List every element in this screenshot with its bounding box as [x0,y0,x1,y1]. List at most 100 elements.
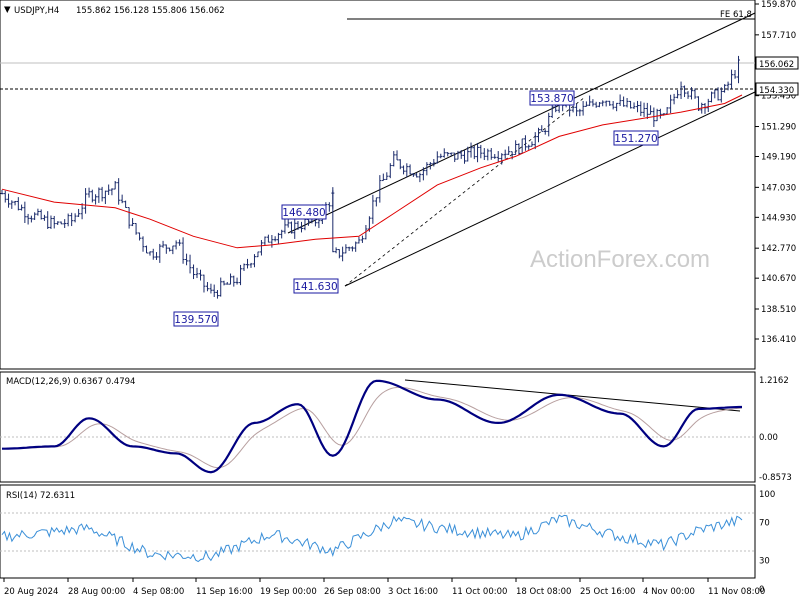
candle-105 [350,246,354,252]
candle-145 [486,148,490,161]
candle-206 [693,88,697,99]
candle-154 [517,143,521,156]
candle-205 [690,87,694,100]
price-tick-label: 151.290 [761,123,796,133]
candle-190 [639,101,643,117]
candle-153 [514,140,518,156]
candle-143 [479,144,483,159]
time-tick-label: 19 Sep 00:00 [260,587,317,597]
candle-39 [131,218,135,227]
candle-120 [402,165,406,175]
candle-187 [629,100,633,109]
candle-193 [649,105,653,115]
candle-26 [87,187,91,198]
candle-203 [683,85,687,98]
candle-36 [120,194,124,204]
candle-186 [625,97,629,108]
candle-181 [608,100,612,106]
candle-218 [733,70,737,79]
macd-trendline [404,379,741,412]
candle-40 [134,223,138,235]
candle-48 [161,240,165,248]
svg-text:141.630: 141.630 [294,281,337,293]
annotation-151270: 151.270 [613,130,659,146]
candle-91 [306,218,310,226]
rsi-tick-label: 0 [759,585,764,595]
candle-107 [357,236,361,244]
rsi-line [1,514,743,563]
candle-114 [381,173,385,182]
channel-lower-line [344,91,756,287]
candle-2 [7,193,11,208]
level-price-tag: 154.330 [755,82,799,96]
candle-19 [63,219,67,228]
candle-179 [601,100,605,107]
candle-132 [442,148,446,158]
candle-113 [378,175,382,203]
price-tick-label: 153.450 [761,92,796,102]
candle-3 [10,200,14,209]
candle-137 [459,150,463,159]
channel-dashed-line [344,96,586,287]
candle-88 [296,221,300,230]
candle-54 [181,237,185,264]
candle-191 [642,102,646,117]
candle-103 [344,244,348,254]
macd-line [2,379,742,474]
candle-201 [676,90,680,99]
candle-160 [537,127,540,143]
candle-9 [29,215,33,223]
candle-118 [395,150,399,161]
candle-94 [317,218,321,229]
candle-149 [500,153,504,165]
candle-20 [66,213,70,227]
candle-108 [360,235,364,243]
candle-83 [280,229,284,239]
candle-41 [138,232,142,241]
candle-127 [425,162,429,176]
candle-29 [97,187,101,203]
price-tick-label: 138.510 [761,305,796,315]
candle-148 [496,151,500,163]
candle-86 [289,221,293,234]
svg-text:146.480: 146.480 [282,207,325,219]
collapse-triangle-icon[interactable]: ▼ [4,5,11,15]
candle-80 [270,235,274,248]
candle-142 [476,142,480,163]
candle-121 [405,163,409,178]
candle-59 [198,269,202,281]
channel-upper-line [287,12,756,234]
candle-35 [117,178,121,205]
candle-151 [507,146,511,155]
candle-182 [611,101,615,110]
candle-5 [16,197,20,211]
candle-56 [188,254,192,274]
candle-8 [26,213,30,225]
time-tick-label: 4 Nov 00:00 [643,587,695,597]
candle-116 [388,163,392,179]
candle-51 [171,245,175,255]
candle-213 [716,87,720,101]
candle-37 [124,200,128,209]
candle-1 [3,190,7,203]
price-tick-label: 159.870 [761,0,796,10]
annotation-141630: 141.630 [293,278,339,294]
candle-131 [439,153,443,159]
rsi-y-axis: 100 70 30 0 [759,490,775,595]
candle-10 [33,212,37,220]
candle-134 [449,152,453,156]
candle-157 [527,144,531,150]
candle-141 [472,145,476,160]
time-tick-label: 4 Sep 08:00 [133,587,184,597]
candle-106 [354,241,358,252]
candle-24 [80,203,84,220]
annotation-139570: 139.570 [173,311,219,327]
candle-162 [543,129,547,135]
svg-text:156.062: 156.062 [759,60,794,70]
candle-139 [466,146,470,162]
candle-71 [239,264,243,286]
candle-159 [533,132,537,150]
candle-125 [418,172,422,183]
candle-123 [411,173,415,177]
time-tick-label: 11 Sep 16:00 [196,587,253,597]
